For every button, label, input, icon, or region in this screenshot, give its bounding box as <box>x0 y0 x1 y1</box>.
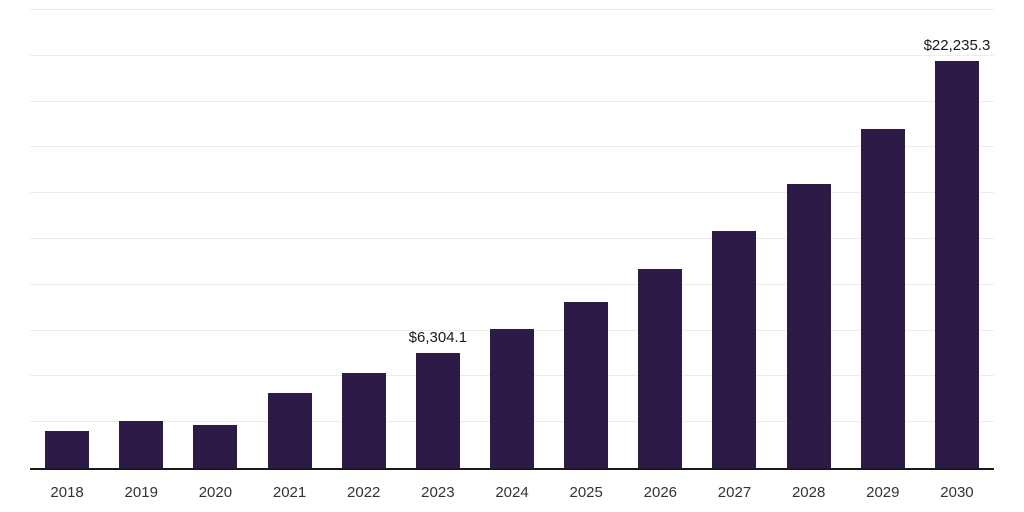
bar-2030 <box>934 60 979 468</box>
x-tick-2019: 2019 <box>124 484 158 501</box>
x-tick-2027: 2027 <box>717 484 752 501</box>
data-label-2023: $6,304.1 <box>408 328 468 346</box>
x-axis-labels: 2018 2019 2020 2021 2022 2023 2024 2025 2026 2027… <box>30 472 994 512</box>
gridline <box>30 9 994 10</box>
bars-row: $6,304.1 $22,235.3 <box>30 10 994 468</box>
x-tick-2022: 2022 <box>347 484 381 501</box>
x-tick-2018: 2018 <box>50 484 84 501</box>
bar-column-2018 <box>30 10 104 468</box>
plot-area: $6,304.1 $22,235.3 <box>30 9 994 470</box>
x-tick-2021: 2021 <box>272 484 307 501</box>
x-tick-2030: 2030 <box>940 484 974 501</box>
bar-2028 <box>786 184 831 468</box>
bar-2022 <box>341 373 386 468</box>
bar-2024 <box>490 328 535 468</box>
bar-chart: $6,304.1 $22,235.3 2018 2019 2020 2021 2022 20… <box>30 0 994 512</box>
bar-2018 <box>45 431 90 468</box>
x-tick-2024: 2024 <box>495 484 529 501</box>
bar-2023 <box>415 352 460 468</box>
bar-column-2021 <box>252 10 326 468</box>
x-tick-2026: 2026 <box>643 484 678 501</box>
x-tick-2028: 2028 <box>791 484 826 501</box>
gridline <box>30 283 994 285</box>
bar-column-2019 <box>104 10 178 468</box>
bar-column-2028 <box>772 10 846 468</box>
bar-column-2030: $22,235.3 <box>920 10 994 468</box>
bar-2027 <box>712 231 757 468</box>
bar-2020 <box>193 425 238 468</box>
bar-column-2020 <box>178 10 252 468</box>
x-tick-2029: 2029 <box>866 484 900 501</box>
gridline <box>30 192 994 194</box>
bar-column-2029 <box>846 10 920 468</box>
bar-2026 <box>638 269 683 468</box>
bar-2029 <box>860 128 905 468</box>
gridline <box>30 100 994 102</box>
bar-column-2024 <box>475 10 549 468</box>
x-tick-2020: 2020 <box>198 484 233 501</box>
bar-2019 <box>119 421 164 468</box>
bar-column-2027 <box>697 10 771 468</box>
x-tick-2023: 2023 <box>421 484 455 501</box>
bar-column-2022 <box>327 10 401 468</box>
gridline <box>30 146 994 148</box>
gridline <box>30 54 994 56</box>
bar-column-2026 <box>623 10 697 468</box>
x-tick-2025: 2025 <box>569 484 603 501</box>
bar-column-2025 <box>549 10 623 468</box>
bar-2021 <box>267 392 312 468</box>
bar-column-2023: $6,304.1 <box>401 10 475 468</box>
bar-2025 <box>564 302 609 468</box>
data-label-2030: $22,235.3 <box>923 36 991 54</box>
gridline <box>30 238 994 239</box>
